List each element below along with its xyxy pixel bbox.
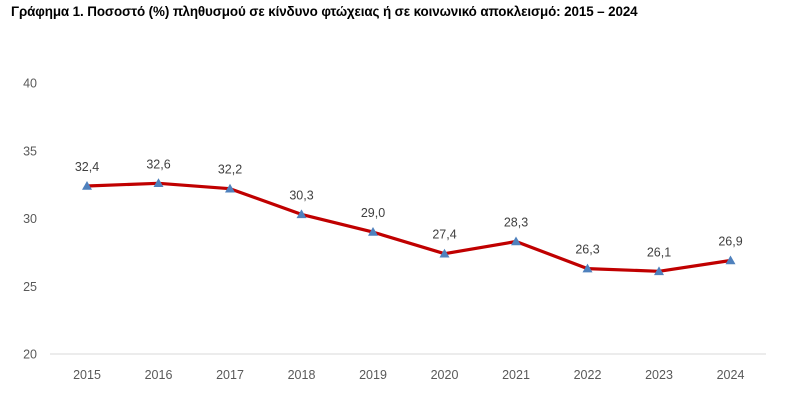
x-axis: 2015 2016 2017 2018 2019 2020 2021 2022 2023 2024	[73, 368, 744, 382]
y-tick-label: 40	[23, 77, 37, 91]
x-tick-label: 2024	[717, 368, 745, 382]
data-point	[511, 236, 521, 246]
series-line	[85, 181, 733, 273]
x-tick-label: 2017	[216, 368, 244, 382]
x-tick-label: 2021	[502, 368, 530, 382]
data-point	[368, 227, 378, 236]
data-point	[439, 248, 450, 258]
y-axis: 20 25 30 35 40	[23, 77, 37, 362]
data-point	[654, 266, 664, 276]
data-label: 27,4	[432, 228, 456, 242]
data-label: 26,1	[647, 245, 671, 259]
data-label: 28,3	[504, 216, 528, 230]
data-labels: 32,4 32,6 32,2 30,3 29,0 27,4 28,3 26,3 26,1 26,9	[75, 157, 743, 259]
data-point	[725, 255, 736, 265]
data-label: 32,4	[75, 160, 99, 174]
chart-title: Γράφημα 1. Ποσοστό (%) πληθυσμού σε κίνδ…	[11, 4, 638, 19]
data-point	[582, 263, 593, 273]
x-tick-label: 2023	[645, 368, 673, 382]
x-tick-label: 2020	[431, 368, 459, 382]
data-label: 32,2	[218, 163, 242, 177]
x-tick-label: 2018	[288, 368, 316, 382]
x-tick-label: 2022	[574, 368, 602, 382]
data-point	[153, 178, 164, 188]
data-markers	[82, 178, 736, 276]
y-tick-label: 20	[23, 348, 37, 362]
data-label: 26,9	[718, 235, 742, 249]
y-tick-label: 35	[23, 144, 37, 158]
y-tick-label: 30	[23, 212, 37, 226]
x-tick-label: 2016	[145, 368, 173, 382]
data-label: 29,0	[361, 206, 385, 220]
x-tick-label: 2015	[73, 368, 101, 382]
data-label: 30,3	[289, 188, 313, 202]
data-point	[225, 183, 235, 193]
x-tick-label: 2019	[359, 368, 387, 382]
data-point	[296, 209, 307, 219]
data-label: 26,3	[575, 243, 599, 257]
data-label: 32,6	[146, 157, 170, 171]
y-tick-label: 25	[23, 280, 37, 294]
data-point	[82, 180, 92, 190]
